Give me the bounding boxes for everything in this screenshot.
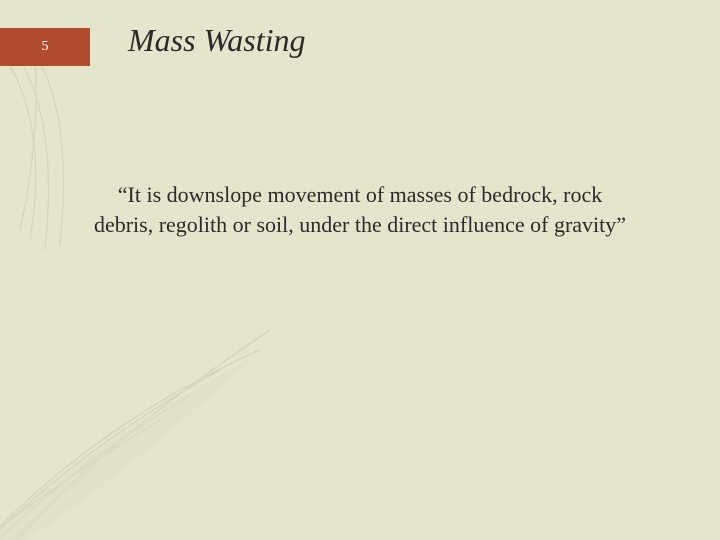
slide: 5 Mass Wasting “It is downslope movement… — [0, 0, 720, 540]
slide-body-text: “It is downslope movement of masses of b… — [90, 180, 630, 239]
page-number-badge: 5 — [0, 28, 90, 66]
page-number: 5 — [42, 39, 49, 55]
slide-title: Mass Wasting — [128, 22, 306, 59]
leaf-decoration-bottom-icon — [0, 310, 280, 540]
